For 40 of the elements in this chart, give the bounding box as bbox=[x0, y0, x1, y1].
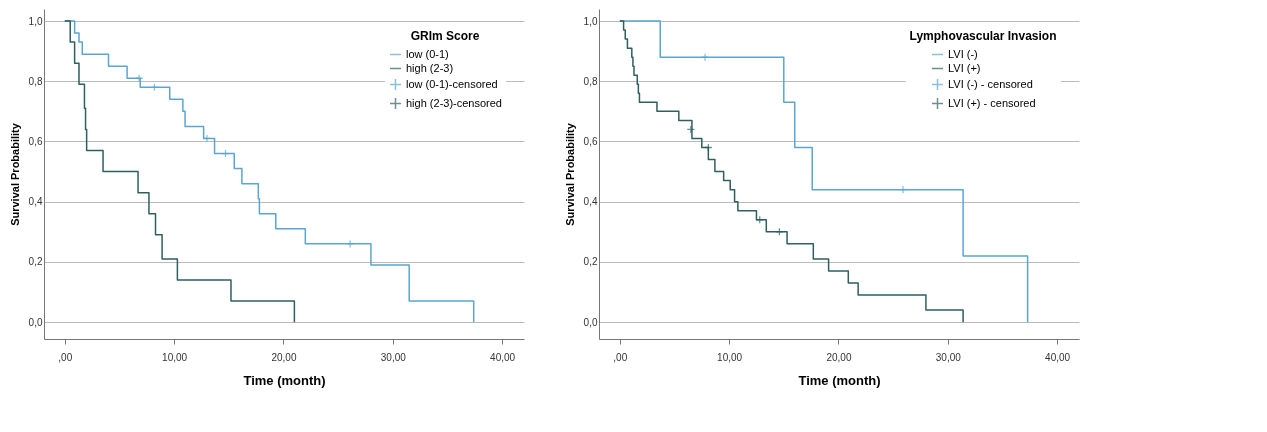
legend-label: high (2-3) bbox=[406, 61, 454, 74]
x-axis-title: Time (month) bbox=[243, 372, 326, 388]
y-tick-label: 1,0 bbox=[28, 15, 43, 27]
legend-label: low (0-1) bbox=[406, 47, 449, 60]
y-tick-label: 0,8 bbox=[28, 75, 43, 87]
x-tick-label: 30,00 bbox=[935, 351, 962, 363]
x-tick-label: 40,00 bbox=[490, 351, 516, 363]
legend-label: LVI (+) - censored bbox=[948, 96, 1036, 109]
x-tick-label: ,00 bbox=[613, 351, 628, 363]
legend-label: LVI (+) bbox=[948, 61, 981, 74]
x-tick-label: 10,00 bbox=[717, 351, 743, 363]
point bbox=[700, 52, 710, 62]
point bbox=[345, 239, 355, 249]
y-tick-label: 0,6 bbox=[28, 135, 43, 147]
x-axis-title: Time (month) bbox=[798, 372, 881, 388]
y-tick-label: 0,2 bbox=[28, 256, 43, 268]
legend-label: LVI (-) - censored bbox=[948, 77, 1033, 90]
y-tick-label: 0,4 bbox=[28, 196, 43, 208]
x-tick-label: 10,00 bbox=[162, 351, 188, 363]
y-tick-label: 0,0 bbox=[583, 316, 598, 328]
y-axis-title: Survival Probability bbox=[563, 122, 576, 226]
y-tick-label: 0,6 bbox=[583, 135, 598, 147]
y-axis-title: Survival Probability bbox=[8, 122, 21, 226]
y-tick-label: 0,4 bbox=[583, 196, 598, 208]
x-tick-label: 20,00 bbox=[271, 351, 297, 363]
x-tick-label: 30,00 bbox=[380, 351, 407, 363]
legend-label: low (0-1)-censored bbox=[406, 77, 498, 90]
x-tick-label: ,00 bbox=[58, 351, 73, 363]
legend-label: high (2-3)-censored bbox=[406, 96, 502, 109]
legend-title: Lymphovascular Invasion bbox=[909, 29, 1057, 43]
y-tick-label: 1,0 bbox=[583, 15, 598, 27]
y-tick-label: 0,8 bbox=[583, 75, 598, 87]
y-tick-label: 0,2 bbox=[583, 256, 598, 268]
legend-title: GRIm Score bbox=[410, 29, 480, 43]
point bbox=[898, 185, 908, 194]
legend-label: LVI (-) bbox=[948, 47, 978, 60]
x-tick-label: 40,00 bbox=[1045, 351, 1071, 363]
y-tick-label: 0,0 bbox=[28, 316, 43, 328]
x-tick-label: 20,00 bbox=[826, 351, 852, 363]
point bbox=[134, 74, 144, 83]
